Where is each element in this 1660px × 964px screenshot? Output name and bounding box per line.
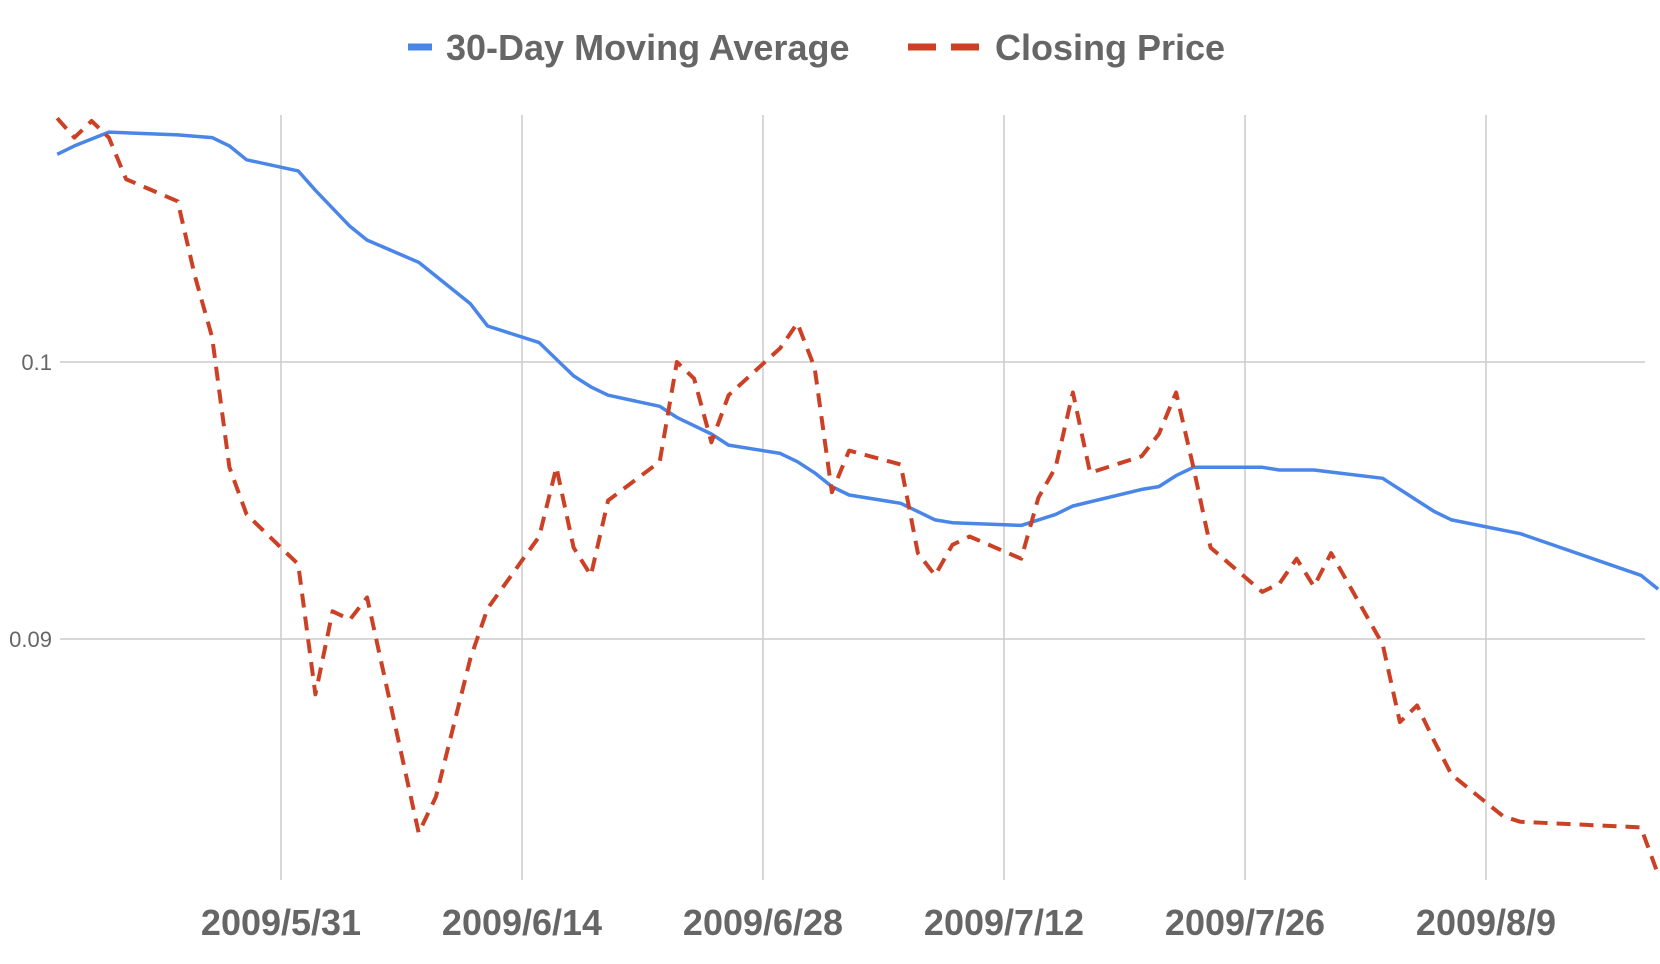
legend-label-moving-average: 30-Day Moving Average bbox=[446, 27, 849, 68]
y-tick-label: 0.1 bbox=[21, 350, 52, 375]
legend-item-moving-average: 30-Day Moving Average bbox=[408, 27, 849, 68]
y-axis: 0.09 0.1 bbox=[9, 350, 52, 652]
grid bbox=[60, 115, 1645, 880]
x-tick-label: 2009/6/14 bbox=[442, 902, 602, 943]
x-tick-label: 2009/8/9 bbox=[1416, 902, 1556, 943]
plot-area bbox=[55, 116, 1660, 876]
x-tick-label: 2009/7/12 bbox=[924, 902, 1084, 943]
x-tick-label: 2009/6/28 bbox=[683, 902, 843, 943]
legend-item-closing-price: Closing Price bbox=[908, 27, 1225, 68]
x-tick-label: 2009/5/31 bbox=[201, 902, 361, 943]
y-tick-label: 0.09 bbox=[9, 627, 52, 652]
closing-price-line bbox=[55, 116, 1660, 876]
legend: 30-Day Moving Average Closing Price bbox=[408, 27, 1225, 68]
moving-average-line bbox=[56, 130, 1660, 591]
legend-label-closing-price: Closing Price bbox=[995, 27, 1225, 68]
x-tick-label: 2009/7/26 bbox=[1165, 902, 1325, 943]
x-axis: 2009/5/31 2009/6/14 2009/6/28 2009/7/12 2009… bbox=[201, 902, 1556, 943]
